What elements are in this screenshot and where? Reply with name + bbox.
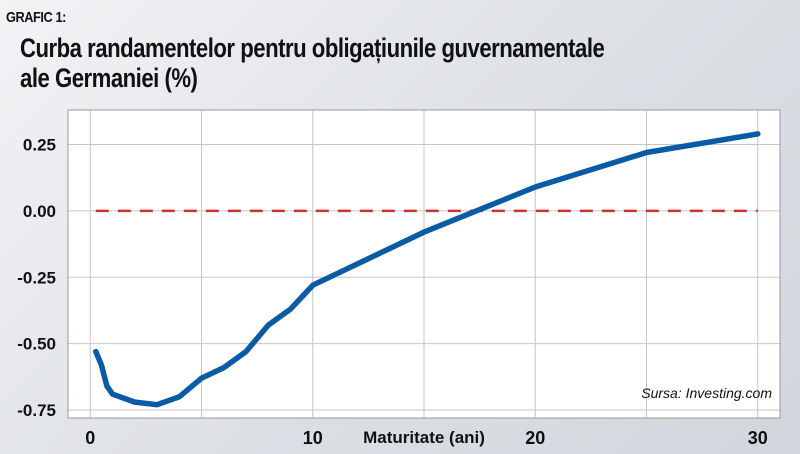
yield-series-line — [93, 131, 761, 408]
y-tick-label: -0.75 — [17, 401, 56, 420]
x-tick-label: 0 — [85, 428, 95, 448]
gridlines — [67, 109, 781, 419]
y-tick-label: -0.50 — [17, 335, 56, 354]
x-tick-label: 10 — [303, 428, 323, 448]
x-tick-label: 30 — [748, 428, 768, 448]
y-tick-label: -0.25 — [17, 268, 56, 287]
x-tick-label: 20 — [525, 428, 545, 448]
x-axis-label: Maturitate (ani) — [363, 428, 485, 447]
y-tick-label: 0.00 — [23, 202, 56, 221]
source-note: Sursa: Investing.com — [641, 385, 772, 401]
figure-tag: GRAFIC 1: — [6, 9, 66, 26]
chart-title-line-1: Curba randamentelor pentru obligațiunile… — [20, 33, 605, 63]
plot-border — [67, 109, 781, 419]
y-axis-ticks: 0.25 0.00 -0.25 -0.50 -0.75 — [17, 136, 56, 421]
chart-title: Curba randamentelor pentru obligațiunile… — [20, 33, 758, 93]
chart-title-line-2: ale Germaniei (%) — [20, 63, 198, 93]
x-axis-ticks: 0 10 20 30 — [85, 428, 768, 448]
y-tick-label: 0.25 — [23, 136, 56, 155]
